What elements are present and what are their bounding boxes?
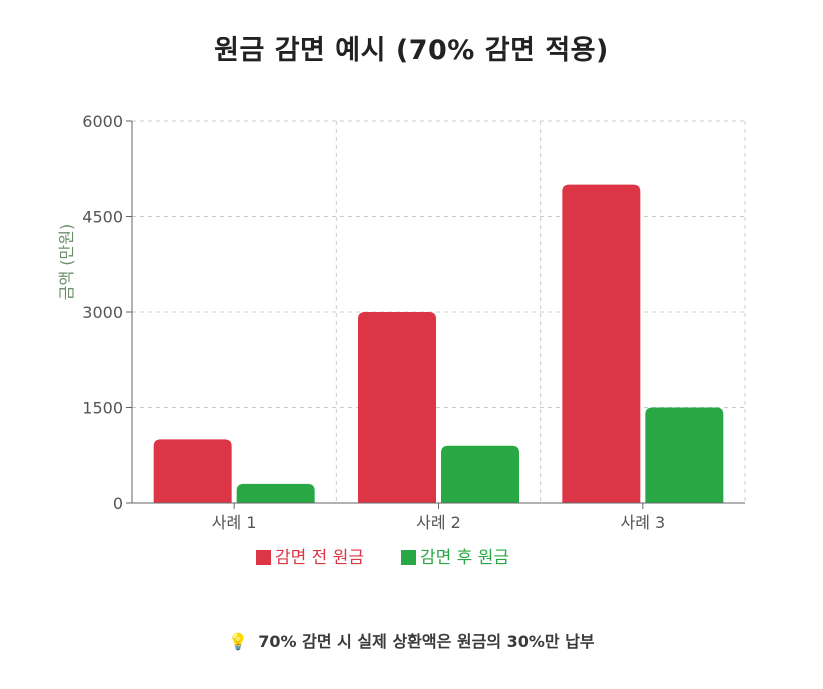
bar <box>562 184 641 503</box>
y-tick-label: 4500 <box>82 208 123 227</box>
y-axis-label: 금액 (만원) <box>57 224 76 300</box>
legend-swatch <box>256 550 271 565</box>
lightbulb-icon: 💡 <box>228 632 249 651</box>
bar <box>236 483 315 503</box>
x-tick-label: 사례 2 <box>416 513 461 532</box>
legend-label: 감면 후 원금 <box>420 548 509 568</box>
y-tick-label: 3000 <box>82 303 123 322</box>
bar <box>645 407 724 503</box>
bar <box>358 312 436 503</box>
footnote-text: 70% 감면 시 실제 상환액은 원금의 30%만 납부 <box>258 632 595 651</box>
bar <box>441 445 519 503</box>
chart-title: 원금 감면 예시 (70% 감면 적용) <box>214 35 609 66</box>
y-tick-label: 1500 <box>82 399 123 418</box>
x-tick-label: 사례 1 <box>212 513 257 532</box>
bar <box>153 439 232 503</box>
legend-swatch <box>401 550 416 565</box>
y-tick-label: 6000 <box>82 112 123 131</box>
y-tick-label: 0 <box>113 494 123 513</box>
bar-chart: 0 1500 3000 4500 6000 사례 1 사례 2 사례 3 금액 (만원) 감면 전… <box>57 112 746 568</box>
footnote: 💡 70% 감면 시 실제 상환액은 원금의 30%만 납부 <box>0 628 823 652</box>
legend-label: 감면 전 원금 <box>275 548 364 568</box>
x-tick-label: 사례 3 <box>620 513 665 532</box>
